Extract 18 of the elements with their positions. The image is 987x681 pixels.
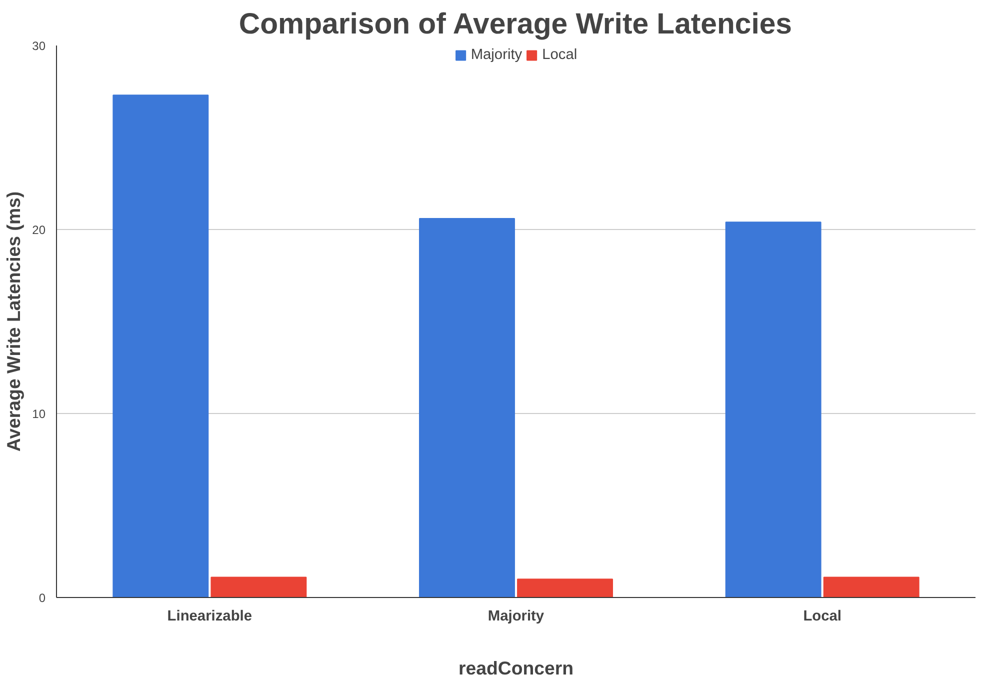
x-axis-title: readConcern [458, 658, 574, 678]
y-tick-label: 0 [38, 591, 46, 605]
x-tick-label: Majority [488, 608, 545, 624]
y-axis-title: Average Write Latencies (ms) [3, 191, 24, 452]
bar [112, 94, 209, 598]
bar [725, 222, 822, 598]
y-tick-label: 20 [32, 223, 46, 237]
x-tick-label: Linearizable [167, 608, 252, 624]
bar [210, 576, 307, 598]
bar [419, 218, 515, 598]
bar [517, 578, 613, 598]
x-tick-label: Local [803, 608, 842, 624]
chart-title: Comparison of Average Write Latencies [238, 8, 792, 40]
y-tick-label: 10 [32, 407, 46, 421]
y-tick-label: 30 [32, 39, 46, 53]
bar [823, 576, 920, 598]
legend-label: Local [542, 47, 578, 63]
legend-label: Majority [470, 47, 522, 63]
